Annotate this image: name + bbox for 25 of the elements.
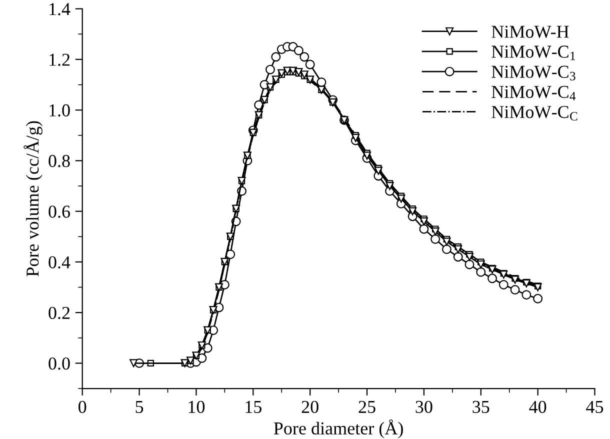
- x-tick-label: 40: [529, 400, 546, 414]
- y-tick-label: 1.2: [50, 54, 70, 66]
- y-axis-title: Pore volume (cc/Å/g): [24, 121, 42, 276]
- y-tick-label: 0.6: [48, 206, 70, 218]
- legend-label: NiMoW-C$_{C}$: [492, 106, 578, 121]
- x-tick-label: 30: [416, 400, 432, 414]
- x-axis-title: Pore diameter (Å): [274, 419, 403, 438]
- y-tick-label: 0.2: [48, 306, 70, 320]
- x-tick-label: 0: [78, 400, 86, 414]
- legend-label: NiMoW-H: [492, 26, 569, 38]
- y-tick-label: 1.0: [50, 104, 70, 117]
- y-tick-label: 1.4: [50, 3, 70, 16]
- y-tick-label: 0.0: [48, 357, 70, 370]
- x-tick-label: 45: [586, 400, 604, 414]
- y-tick-label: 0.4: [48, 256, 70, 268]
- legend-label: NiMoW-C$_{3}$: [492, 66, 576, 80]
- x-tick-label: 10: [188, 400, 205, 414]
- y-tick-label: 0.8: [48, 154, 70, 168]
- x-tick-label: 25: [358, 400, 376, 414]
- x-tick-label: 5: [136, 401, 144, 414]
- x-tick-label: 35: [472, 400, 490, 414]
- legend-label: NiMoW-C$_{4}$: [492, 86, 576, 100]
- x-tick-label: 15: [246, 400, 262, 414]
- legend-label: NiMoW-C$_{1}$: [492, 46, 576, 60]
- x-tick-label: 20: [302, 400, 318, 414]
